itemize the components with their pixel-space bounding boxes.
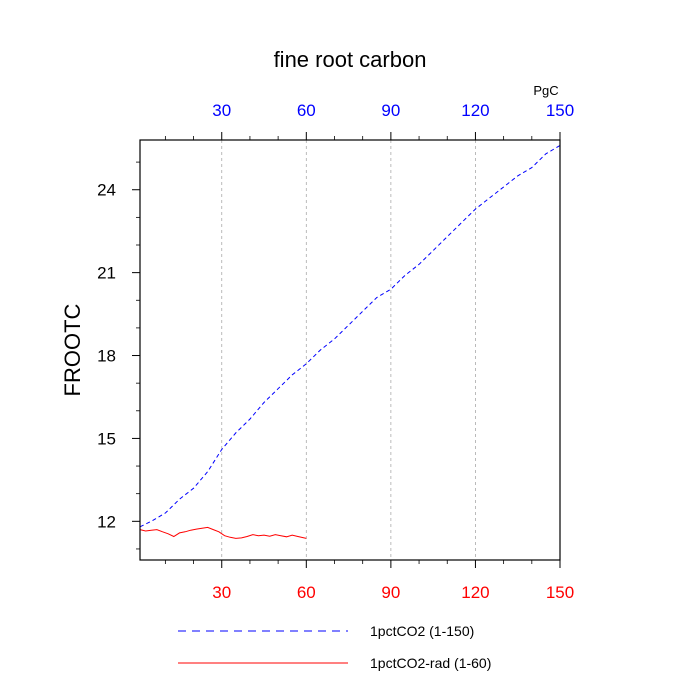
x-tick-label-bottom: 150 — [546, 583, 574, 602]
x-tick-label-bottom: 90 — [381, 583, 400, 602]
grid-lines — [221, 140, 476, 560]
x-tick-label-bottom: 120 — [461, 583, 489, 602]
series-lines — [139, 145, 561, 539]
plot-frame — [139, 139, 561, 561]
x-tick-label-top: 150 — [546, 101, 574, 120]
series-line-2 — [139, 526, 307, 539]
y-tick-label: 15 — [97, 429, 116, 448]
x-tick-label-top: 60 — [297, 101, 316, 120]
y-tick-label: 12 — [97, 512, 116, 531]
x-tick-label-bottom: 30 — [212, 583, 231, 602]
legend-label-1: 1pctCO2 (1-150) — [370, 623, 474, 639]
x-tick-label-top: 120 — [461, 101, 489, 120]
x-tick-label-bottom: 60 — [297, 583, 316, 602]
y-tick-label: 24 — [97, 181, 116, 200]
y-tick-label: 18 — [97, 347, 116, 366]
legend-label-2: 1pctCO2-rad (1-60) — [370, 655, 491, 671]
chart-title: fine root carbon — [274, 47, 427, 72]
series-line-1 — [139, 145, 561, 528]
y-axis-label: FROOTC — [60, 303, 85, 396]
axis-ticks: 30 60 90 120 150 30 60 90 120 150 12 15 18 21 24 — [97, 101, 574, 602]
units-label: PgC — [533, 83, 558, 98]
legend: 1pctCO2 (1-150) 1pctCO2-rad (1-60) — [178, 623, 491, 671]
x-tick-label-top: 90 — [381, 101, 400, 120]
x-tick-label-top: 30 — [212, 101, 231, 120]
y-tick-label: 21 — [97, 264, 116, 283]
